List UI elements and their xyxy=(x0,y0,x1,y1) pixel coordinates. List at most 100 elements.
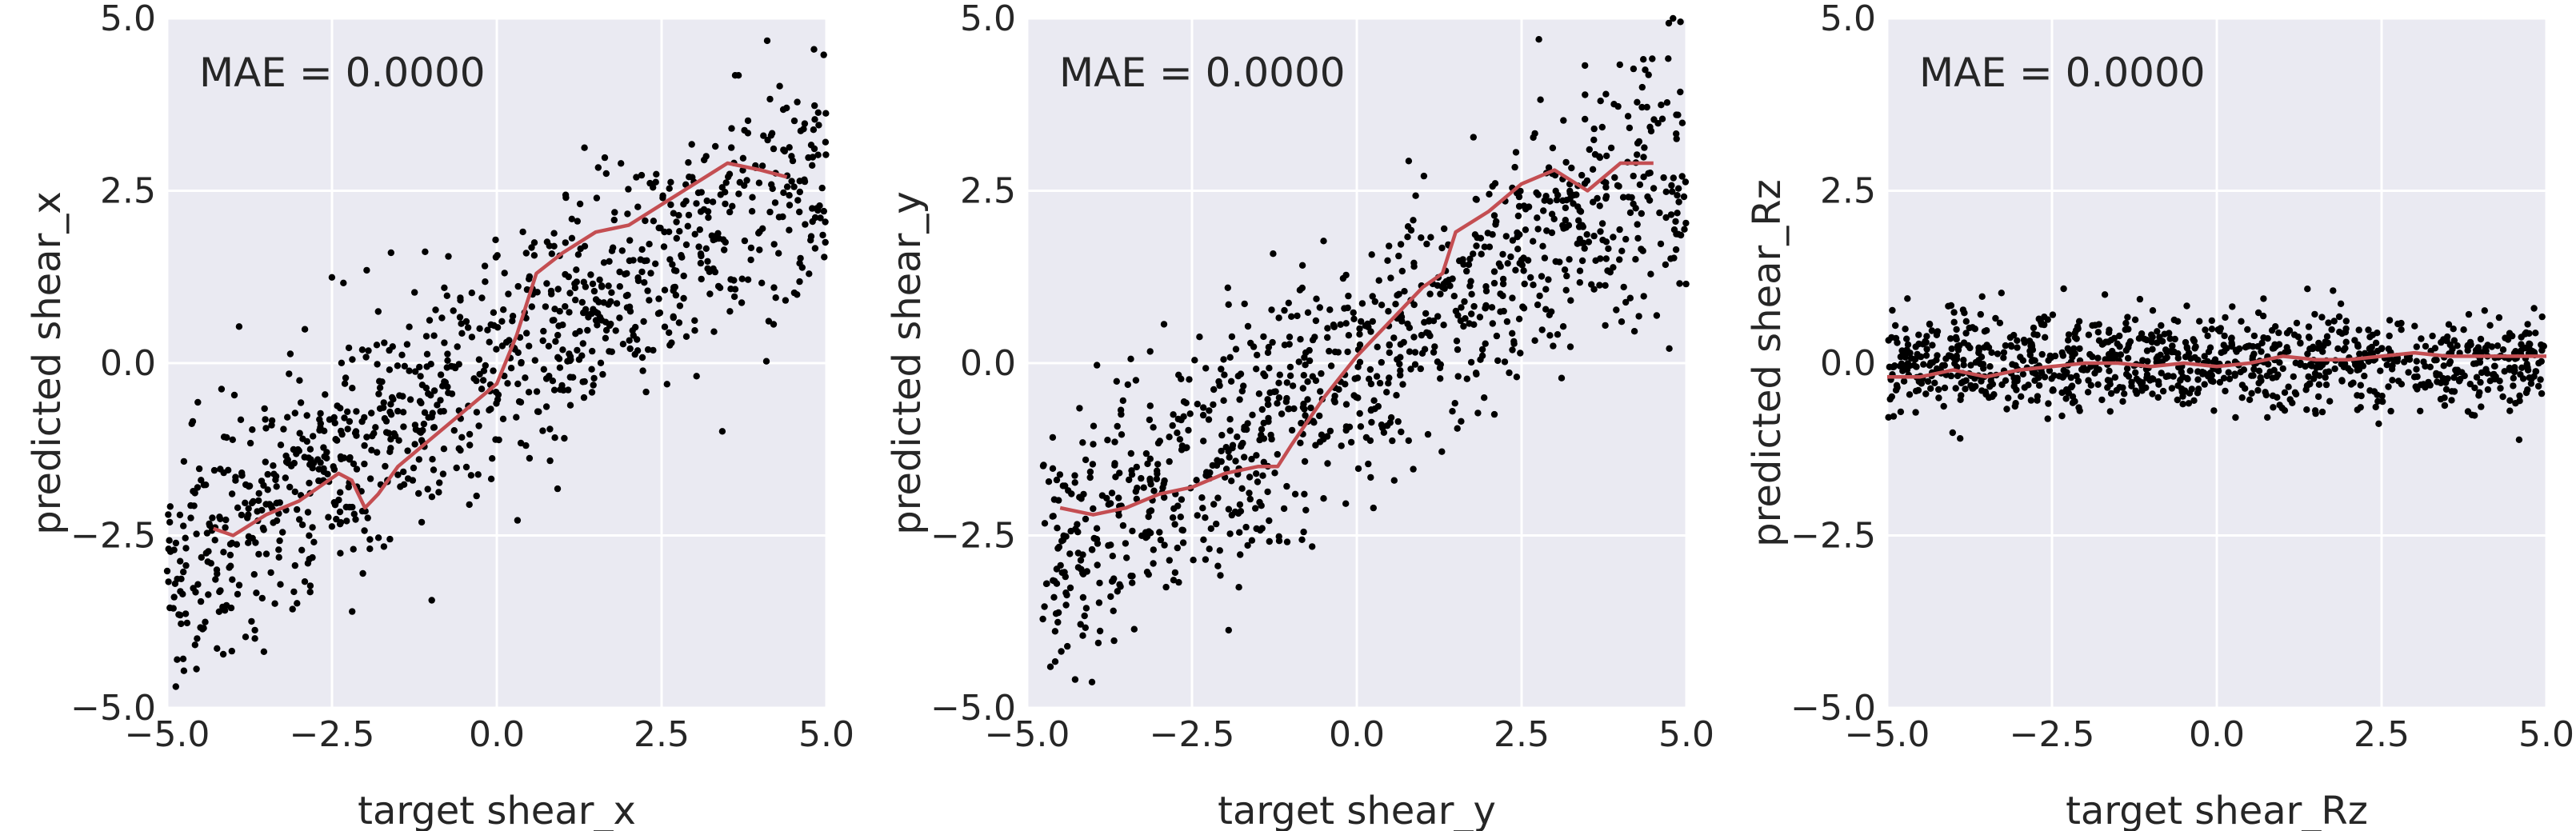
scatter-point xyxy=(2524,366,2532,374)
scatter-point xyxy=(1546,311,1554,318)
scatter-point xyxy=(1457,317,1465,325)
scatter-point xyxy=(1467,358,1475,366)
scatter-point xyxy=(2354,406,2361,414)
scatter-point xyxy=(444,357,451,364)
scatter-point xyxy=(1395,252,1402,260)
scatter-point xyxy=(2214,326,2222,334)
scatter-point xyxy=(550,317,558,324)
scatter-point xyxy=(2248,390,2255,397)
scatter-point xyxy=(573,278,580,286)
scatter-point xyxy=(1227,378,1235,385)
scatter-point xyxy=(1890,413,1898,420)
scatter-point xyxy=(2260,295,2267,302)
scatter-point xyxy=(573,266,580,274)
scatter-point xyxy=(719,236,727,243)
scatter-point xyxy=(1367,380,1375,388)
scatter-point xyxy=(1638,210,1645,218)
scatter-point xyxy=(484,326,491,334)
scatter-point xyxy=(790,183,798,190)
scatter-point xyxy=(478,294,486,302)
scatter-point xyxy=(1630,172,1637,180)
scatter-points xyxy=(163,37,830,690)
scatter-point xyxy=(1370,504,1378,512)
x-tick-label: 2.5 xyxy=(1494,714,1550,755)
scatter-point xyxy=(1113,378,1121,385)
scatter-point xyxy=(1074,549,1082,557)
scatter-point xyxy=(2237,369,2244,376)
scatter-point xyxy=(1630,65,1638,73)
scatter-point xyxy=(2200,370,2208,377)
scatter-point xyxy=(624,210,631,218)
scatter-point xyxy=(1386,419,1394,426)
scatter-point xyxy=(2194,376,2202,383)
scatter-point xyxy=(306,555,313,563)
scatter-point xyxy=(1453,338,1461,345)
scatter-point xyxy=(2506,397,2514,404)
scatter-point xyxy=(667,201,674,209)
scatter-point xyxy=(2484,342,2491,349)
scatter-point xyxy=(361,527,368,534)
scatter-point xyxy=(2186,367,2194,374)
scatter-point xyxy=(721,246,728,254)
scatter-point xyxy=(1488,304,1496,311)
scatter-point xyxy=(2254,309,2262,317)
scatter-point xyxy=(473,377,480,385)
scatter-point xyxy=(1050,513,1057,520)
scatter-point xyxy=(565,386,572,394)
scatter-point xyxy=(2034,393,2042,400)
scatter-point xyxy=(1510,338,1518,346)
scatter-point xyxy=(1318,370,1325,378)
scatter-point xyxy=(242,633,250,641)
scatter-point xyxy=(1585,238,1593,246)
scatter-point xyxy=(277,581,284,588)
scatter-point xyxy=(2076,407,2083,414)
scatter-point xyxy=(1150,424,1157,431)
scatter-point xyxy=(554,354,562,361)
scatter-point xyxy=(1977,310,1984,318)
scatter-point xyxy=(291,488,298,496)
scatter-point xyxy=(2361,372,2368,380)
scatter-point xyxy=(1922,338,1930,346)
scatter-point xyxy=(2185,350,2193,357)
scatter-point xyxy=(530,239,538,246)
scatter-point xyxy=(267,569,274,577)
scatter-point xyxy=(1351,375,1358,382)
panel-1: −5.0 −2.5 0.0 2.5 5.0−5.0−2.50.02.55.0target… xyxy=(25,0,854,831)
scatter-point xyxy=(434,402,441,409)
scatter-point xyxy=(806,270,813,278)
scatter-point xyxy=(1191,357,1198,364)
scatter-point xyxy=(820,51,827,58)
scatter-point xyxy=(1107,500,1114,507)
scatter-point xyxy=(245,533,253,540)
scatter-point xyxy=(1399,381,1406,388)
scatter-point xyxy=(1096,627,1104,635)
scatter-point xyxy=(363,266,370,274)
scatter-point xyxy=(326,416,334,423)
scatter-point xyxy=(608,348,615,355)
scatter-point xyxy=(747,244,755,252)
scatter-point xyxy=(2290,373,2297,381)
scatter-point xyxy=(1478,250,1485,258)
scatter-point xyxy=(1312,317,1320,325)
scatter-point xyxy=(192,589,199,596)
scatter-point xyxy=(1274,400,1281,407)
scatter-point xyxy=(634,203,642,210)
scatter-point xyxy=(1531,337,1538,344)
scatter-point xyxy=(2386,332,2393,340)
scatter-point xyxy=(1596,202,1603,210)
scatter-point xyxy=(1425,318,1433,325)
scatter-point xyxy=(1378,421,1386,429)
scatter-point xyxy=(450,307,457,314)
scatter-point xyxy=(1966,344,1974,352)
scatter-point xyxy=(1090,505,1097,513)
scatter-point xyxy=(630,257,637,264)
scatter-point xyxy=(1082,456,1090,464)
scatter-point xyxy=(1254,478,1262,485)
scatter-point xyxy=(1949,429,1956,437)
scatter-point xyxy=(1578,257,1586,265)
scatter-point xyxy=(412,425,420,433)
scatter-point xyxy=(255,489,262,497)
scatter-point xyxy=(1959,306,1967,314)
scatter-point xyxy=(1438,448,1446,455)
scatter-point xyxy=(1636,181,1644,189)
